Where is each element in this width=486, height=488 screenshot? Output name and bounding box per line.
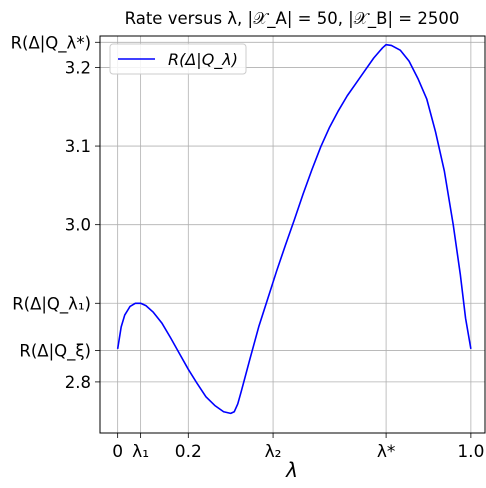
y-tick-label: 3.1 bbox=[65, 137, 91, 156]
y-tick-label: 2.8 bbox=[65, 373, 91, 392]
y-tick-label: R(Δ|Q_ξ) bbox=[19, 341, 91, 361]
series-line bbox=[116, 43, 472, 415]
x-axis-label: λ bbox=[285, 458, 298, 482]
y-tick-label: R(Δ|Q_λ*) bbox=[11, 33, 91, 53]
series-layer bbox=[116, 43, 472, 415]
legend: R(Δ|Q_λ) bbox=[109, 43, 247, 75]
x-tick-label: 0 bbox=[112, 442, 123, 462]
y-tick-label: R(Δ|Q_λ₁) bbox=[12, 294, 91, 314]
x-tick-label: 0.2 bbox=[175, 442, 202, 462]
y-tick-label: 3.2 bbox=[65, 58, 91, 77]
x-tick-label: 1.0 bbox=[457, 442, 484, 462]
x-tick-label: λ₂ bbox=[265, 442, 282, 462]
chart-title: Rate versus λ, |𝒳_A| = 50, |𝒳_B| = 2500 bbox=[125, 9, 460, 29]
axis-ticks: 0 λ₁ 0.2 λ₂ λ* 1.0 2.8 R(Δ|Q_ξ) R(Δ|Q_λ₁) 3.0 3.1 3… bbox=[11, 33, 485, 462]
x-tick-label: λ* bbox=[377, 442, 396, 462]
y-tick-label: 3.0 bbox=[65, 216, 91, 235]
plot-area-frame bbox=[99, 35, 486, 434]
legend-box bbox=[109, 43, 247, 75]
x-tick-label: λ₁ bbox=[132, 442, 149, 462]
legend-label: R(Δ|Q_λ) bbox=[168, 50, 238, 70]
